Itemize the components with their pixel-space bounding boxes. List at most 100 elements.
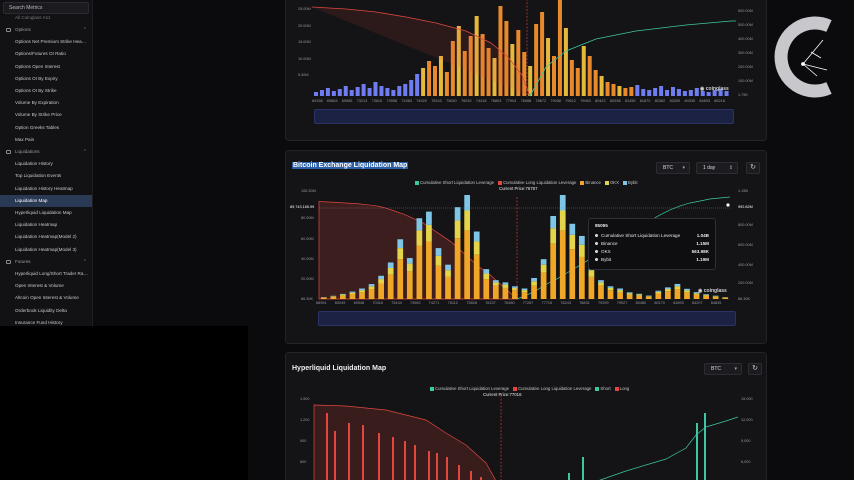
- mid-bar-binance: [607, 290, 614, 299]
- top-long-curve: [311, 6, 531, 97]
- sidebar-item[interactable]: Options OI By Expiry: [0, 73, 92, 85]
- search-input[interactable]: Search Metrics: [3, 2, 89, 14]
- mid-bar-okx: [636, 294, 643, 296]
- hyperliquid-coin-select[interactable]: BTC ▾: [704, 363, 742, 375]
- y-tick-label: 40.00M: [301, 257, 314, 261]
- mid-bar-binance: [368, 289, 375, 299]
- sidebar-item-label: Liquidation Heatmap(Model 3): [15, 246, 77, 252]
- sidebar-item[interactable]: Liquidation Heatmap(Model 3): [0, 244, 92, 256]
- sidebar-item[interactable]: Options OI By Strike: [0, 85, 92, 97]
- legend-label[interactable]: Cumulative Short Liquidation Leverage: [420, 180, 495, 185]
- mid-bar-bybit: [607, 286, 614, 288]
- bottom-bar-long: [428, 451, 430, 480]
- mid-range-scroller[interactable]: [318, 311, 736, 326]
- hyperliquid-refresh-button[interactable]: ↻: [748, 363, 762, 375]
- x-tick-label: 69948: [353, 301, 365, 305]
- mid-bar-binance: [502, 287, 509, 299]
- sidebar-item[interactable]: Liquidation History: [0, 158, 92, 170]
- tooltip-value: 1.15M: [696, 241, 709, 246]
- sidebar-section[interactable]: Options ⌃: [0, 24, 92, 36]
- mid-bar-binance: [722, 297, 729, 299]
- sidebar-section[interactable]: Liquidations ⌃: [0, 146, 92, 158]
- range-select[interactable]: 1 day ⇕: [696, 162, 738, 174]
- sidebar-item[interactable]: Hyperliquid Long/Short Trader Ra…: [0, 268, 92, 280]
- mid-bar-okx: [426, 224, 432, 242]
- legend-swatch: [430, 386, 434, 391]
- legend-label[interactable]: Bybit: [628, 180, 638, 185]
- sidebar-item[interactable]: Altcoin Open Interest & Volume: [0, 292, 92, 304]
- legend-label[interactable]: Long: [619, 386, 630, 391]
- sidebar-item[interactable]: Liquidation Heatmap(Model 2): [0, 231, 92, 243]
- top-bar: [557, 0, 562, 96]
- sidebar-item[interactable]: Max Pain: [0, 134, 92, 146]
- sidebar-item[interactable]: Liquidation History Heatmap: [0, 183, 92, 195]
- bottom-bar-short: [582, 457, 584, 480]
- mid-bar-binance: [492, 285, 499, 299]
- top-bar: [641, 89, 646, 96]
- top-bar: [379, 86, 384, 96]
- bottom-bar-long: [362, 425, 364, 480]
- mid-bar-okx: [512, 287, 518, 291]
- sidebar-item[interactable]: Top Liquidation Events: [0, 170, 92, 182]
- sidebar-item-label: Liquidation History Heatmap: [15, 185, 73, 191]
- chevron-up-icon: ⌃: [82, 149, 87, 155]
- top-bar: [427, 61, 432, 96]
- sidebar-item[interactable]: Volume By Strike Price: [0, 109, 92, 121]
- mid-bar-bybit: [540, 259, 547, 265]
- top-bar: [355, 87, 360, 96]
- sidebar-item[interactable]: Insurance Fund History: [0, 317, 92, 326]
- sidebar-item[interactable]: Options Net Premium Strike Hea…: [0, 36, 92, 48]
- x-tick-label: 74383: [401, 99, 412, 103]
- sidebar-item-label: Liquidation Map: [15, 197, 48, 203]
- sidebar-section[interactable]: Futures ⌃: [0, 256, 92, 268]
- sidebar-item[interactable]: Option Greeks Tables: [0, 122, 92, 134]
- x-tick-label: 81870: [639, 99, 651, 103]
- top-bar: [676, 89, 681, 96]
- y-tick-label: 200.00M: [738, 281, 753, 285]
- legend-label[interactable]: Cumulative Long Liquidation Leverage: [518, 386, 592, 391]
- top-bar: [522, 52, 527, 96]
- x-tick-label: 77287: [522, 301, 534, 305]
- sidebar-item-label: Options Net Premium Strike Hea…: [15, 39, 87, 45]
- coin-select[interactable]: BTC ▾: [656, 162, 690, 174]
- y-tick-label: 12,000: [741, 418, 753, 422]
- top-bar: [361, 84, 366, 96]
- sidebar-item[interactable]: Hyperliquid Liquidation Map: [0, 207, 92, 219]
- sidebar-item[interactable]: Liquidation Heatmap: [0, 219, 92, 231]
- mid-bar-bybit: [445, 264, 451, 271]
- legend-label[interactable]: Cumulative Long Liquidation Leverage: [503, 180, 577, 185]
- bottom-short-line: [599, 416, 739, 480]
- section-icon: [6, 259, 11, 264]
- x-tick-label: 73213: [356, 99, 368, 103]
- legend-label[interactable]: Cumulative Short Liquidation Leverage: [435, 386, 510, 391]
- mid-bar-okx: [368, 286, 375, 290]
- legend-label[interactable]: Binance: [585, 180, 601, 185]
- x-tick-label: 79983: [580, 99, 591, 103]
- mid-bar-bybit: [559, 195, 566, 211]
- legend-label[interactable]: Short: [600, 386, 611, 391]
- mid-bar-bybit: [378, 275, 384, 280]
- legend-swatch: [580, 180, 585, 185]
- legend-label[interactable]: OKX: [609, 180, 620, 185]
- sidebar-item[interactable]: Options Open Interest: [0, 61, 92, 73]
- sidebar-item[interactable]: Volume By Expiration: [0, 97, 92, 109]
- top-bar: [623, 88, 628, 96]
- x-tick-label: 80938: [610, 99, 621, 103]
- mid-bar-okx: [454, 220, 461, 239]
- sidebar-item[interactable]: Liquidation Map: [0, 194, 92, 207]
- x-tick-label: 73962: [410, 301, 421, 305]
- bottom-bar-long: [470, 471, 472, 480]
- mid-bar-bybit: [387, 262, 394, 269]
- mid-bar-binance: [464, 230, 471, 299]
- bottom-bar-short: [696, 423, 698, 480]
- sidebar-item[interactable]: Open Interest & Volume: [0, 280, 92, 292]
- mid-bar-okx: [684, 290, 690, 293]
- refresh-button[interactable]: ↻: [746, 162, 760, 174]
- chevron-up-icon: ⌃: [82, 258, 87, 265]
- top-bar: [468, 36, 473, 96]
- mid-bar-binance: [349, 294, 356, 299]
- top-range-scroller[interactable]: [314, 109, 734, 124]
- y-tick-label: 80.00M: [301, 216, 314, 220]
- sidebar-item[interactable]: Orderbook Liquidity Delta: [0, 305, 92, 317]
- sidebar-item[interactable]: Options/Futures OI Ratio: [0, 48, 92, 60]
